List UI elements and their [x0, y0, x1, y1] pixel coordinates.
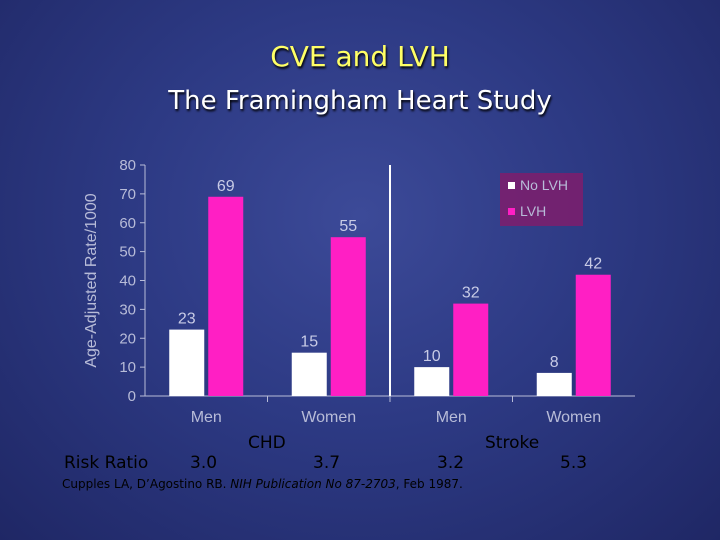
group-label-stroke: Stroke: [485, 433, 540, 453]
y-tick-label: 0: [128, 388, 136, 405]
y-tick-label: 10: [119, 359, 136, 376]
y-tick-label: 80: [119, 157, 136, 174]
legend-label: LVH: [520, 203, 546, 219]
legend-swatch: [508, 208, 515, 215]
data-label: 15: [300, 334, 318, 351]
legend-box: [500, 173, 583, 226]
citation-date: , Feb 1987.: [395, 477, 463, 491]
bar-lvh: [453, 303, 489, 396]
x-tick-label: Men: [191, 409, 222, 426]
citation: Cupples LA, D’Agostino RB. NIH Publicati…: [62, 477, 463, 491]
x-tick-label: Men: [436, 409, 467, 426]
data-label: 8: [550, 354, 559, 371]
y-tick-label: 70: [119, 186, 136, 203]
y-tick-label: 30: [119, 301, 136, 318]
bar-no-lvh: [291, 352, 327, 396]
y-tick-label: 50: [119, 244, 136, 261]
slide-subtitle: The Framingham Heart Study: [168, 86, 552, 116]
data-label: 23: [178, 311, 196, 328]
legend-swatch: [508, 182, 515, 189]
citation-authors: Cupples LA, D’Agostino RB.: [62, 477, 231, 491]
group-label-chd: CHD: [248, 433, 286, 453]
bar-lvh: [330, 237, 366, 396]
bar-no-lvh: [414, 367, 450, 396]
slide-title: CVE and LVH: [270, 40, 450, 73]
citation-publication: NIH Publication No 87-2703: [230, 477, 396, 491]
bar-lvh: [208, 196, 244, 396]
data-label: 55: [339, 218, 357, 235]
data-label: 32: [462, 285, 480, 302]
legend-label: No LVH: [520, 177, 568, 193]
risk-ratio-label: Risk Ratio: [64, 453, 149, 473]
y-axis-label: Age-Adjusted Rate/1000: [83, 193, 100, 367]
risk-ratio-stroke-women: 5.3: [560, 453, 588, 473]
y-tick-label: 40: [119, 273, 136, 290]
y-tick-label: 60: [119, 215, 136, 232]
y-tick-label: 20: [119, 330, 136, 347]
data-label: 10: [423, 348, 441, 365]
risk-ratio-chd-men: 3.0: [190, 453, 218, 473]
data-label: 42: [584, 256, 602, 273]
bar-no-lvh: [536, 372, 572, 396]
bar-no-lvh: [169, 329, 205, 396]
x-tick-label: Women: [301, 409, 356, 426]
data-label: 69: [217, 178, 235, 195]
bar-lvh: [575, 274, 611, 396]
risk-ratio-chd-women: 3.7: [313, 453, 341, 473]
risk-ratio-stroke-men: 3.2: [437, 453, 465, 473]
x-tick-label: Women: [546, 409, 601, 426]
